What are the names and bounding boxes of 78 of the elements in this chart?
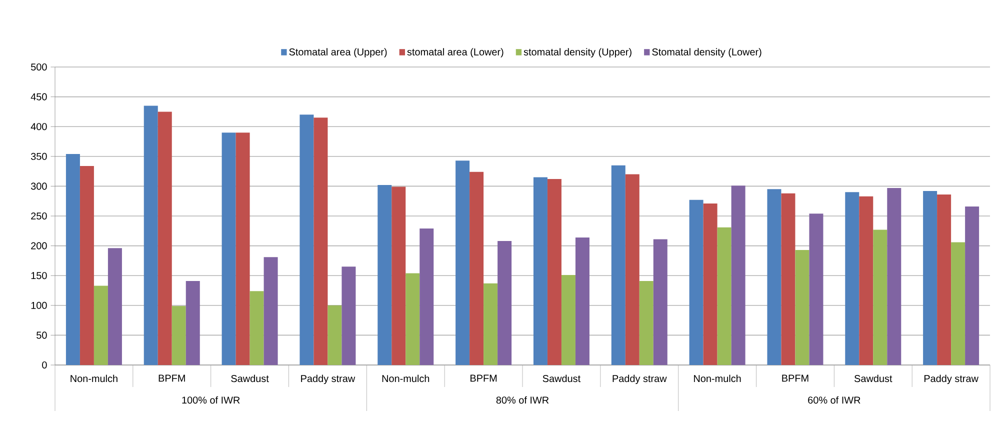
y-tick-label: 200: [31, 242, 47, 250]
text: 60% of IWR: [808, 396, 860, 404]
legend-label: Stomatal area (Upper): [289, 48, 387, 58]
bar: [172, 306, 186, 365]
bar: [845, 192, 860, 365]
text: 100% of IWR: [182, 396, 240, 404]
bar: [703, 203, 718, 365]
bar: [470, 172, 484, 365]
y-tick-label: 500: [31, 63, 47, 71]
bar: [625, 174, 640, 365]
bar: [328, 305, 342, 365]
bar: [653, 239, 668, 365]
x-tick-label: BPFM: [470, 374, 497, 382]
x-tick-label: Sawdust: [854, 374, 892, 382]
y-tick-label: 0: [42, 361, 47, 369]
bar: [94, 286, 108, 365]
y-tick-label: 250: [31, 212, 47, 220]
bar: [611, 165, 626, 365]
bar: [406, 273, 420, 365]
x-tick-label: Sawdust: [542, 374, 580, 382]
bar: [236, 132, 250, 365]
x-tick-label: Sawdust: [231, 374, 269, 382]
bar: [561, 275, 576, 365]
bar: [717, 227, 732, 365]
bar: [108, 248, 122, 365]
legend-label: Stomatal density (Lower): [652, 48, 762, 58]
y-tick-label: 150: [31, 272, 47, 280]
bar: [264, 257, 278, 365]
y-tick-label: 100: [31, 302, 47, 309]
x-tick-label: Paddy straw: [301, 374, 356, 384]
bar: [809, 214, 824, 365]
bar: [951, 242, 966, 365]
bar: [392, 186, 406, 365]
y-tick-label: 300: [30, 182, 47, 190]
bar: [767, 189, 782, 365]
bar: [80, 166, 94, 365]
bar: [887, 188, 902, 365]
bar: [689, 200, 704, 365]
bar: [533, 177, 548, 365]
bar: [731, 186, 746, 365]
bar: [420, 228, 434, 365]
bar: [639, 280, 654, 365]
bar: [873, 230, 888, 365]
legend-label: stomatal density (Upper): [524, 48, 632, 58]
y-tick-label: 400: [30, 123, 47, 130]
x-tick-label: BPFM: [158, 374, 185, 382]
x-tick-label: Paddy straw: [924, 374, 978, 384]
x-tick-label: Non-mulch: [70, 374, 118, 382]
bar: [314, 118, 328, 365]
text: 80% of IWR: [496, 396, 549, 404]
y-tick-label: 50: [36, 332, 47, 339]
bar: [781, 193, 796, 365]
bar: [923, 190, 938, 365]
bar: [498, 241, 512, 365]
bar: [795, 250, 810, 365]
bar: [222, 132, 236, 365]
bar: [859, 196, 874, 365]
bar: [965, 206, 980, 365]
x-tick-label: Non-mulch: [382, 374, 430, 382]
bar: [66, 154, 80, 365]
bar: [456, 160, 470, 365]
bar: [186, 280, 200, 365]
x-tick-label: Non-mulch: [694, 374, 741, 382]
bar: [342, 266, 356, 365]
bar: [484, 283, 498, 365]
y-tick-label: 350: [30, 152, 47, 160]
bar: [144, 106, 158, 365]
bar: [300, 114, 314, 365]
bar: [158, 112, 172, 365]
bar: [547, 179, 562, 365]
bar: [250, 291, 264, 365]
y-tick-label: 450: [30, 93, 47, 100]
x-tick-label: BPFM: [782, 374, 808, 382]
bar: [575, 237, 590, 365]
legend-label: stomatal area (Lower): [407, 48, 504, 58]
bar: [937, 194, 952, 365]
bar: [378, 185, 392, 365]
x-tick-label: Paddy straw: [612, 374, 667, 384]
